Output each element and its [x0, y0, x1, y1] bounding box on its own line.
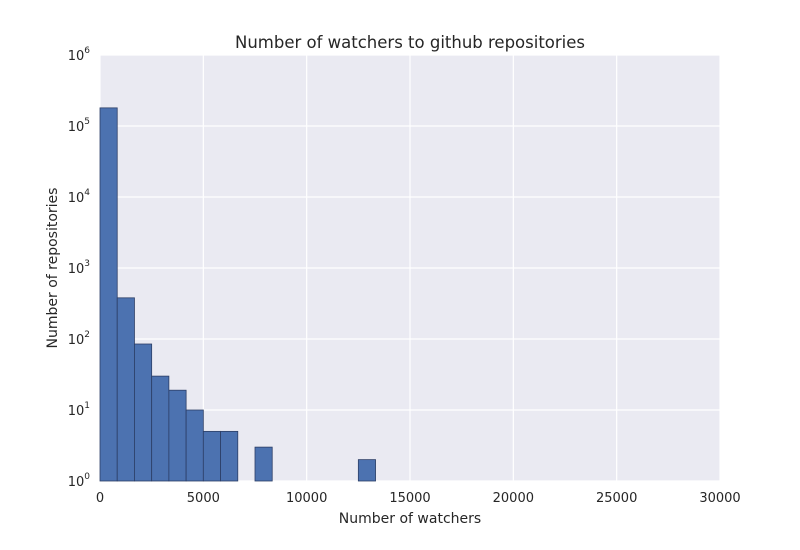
- histogram-bar: [134, 343, 153, 482]
- x-tick-label: 25000: [596, 491, 637, 506]
- y-axis-label: Number of repositories: [45, 188, 61, 349]
- histogram-bar: [202, 430, 221, 482]
- histogram-bar: [168, 389, 187, 482]
- y-tick-base: 10: [68, 333, 85, 348]
- y-tick-exponent: 6: [84, 46, 90, 56]
- x-axis-label: Number of watchers: [339, 511, 481, 527]
- histogram-bar: [185, 409, 204, 482]
- histogram-bar: [116, 297, 135, 482]
- y-tick-label: 105: [68, 117, 90, 135]
- y-tick-label: 106: [68, 46, 91, 64]
- y-tick-exponent: 3: [84, 259, 90, 269]
- y-tick-exponent: 5: [84, 117, 90, 127]
- y-tick-exponent: 0: [84, 472, 90, 482]
- y-tick-label: 101: [68, 401, 90, 419]
- y-tick-base: 10: [68, 191, 85, 206]
- histogram-bar: [254, 446, 273, 482]
- histogram-bar: [151, 375, 170, 482]
- histogram-bar: [99, 107, 118, 482]
- y-tick-exponent: 1: [84, 401, 90, 411]
- histogram-bar: [220, 430, 239, 482]
- x-tick-label: 0: [96, 491, 104, 506]
- y-tick-label: 102: [68, 330, 90, 348]
- chart-title: Number of watchers to github repositorie…: [235, 33, 585, 52]
- histogram-bars: [99, 107, 376, 482]
- y-tick-base: 10: [68, 120, 85, 135]
- y-tick-label: 103: [68, 259, 90, 277]
- x-axis-ticks: 0 5000 10000 15000 20000 25000 30000: [96, 491, 741, 506]
- x-tick-label: 20000: [493, 491, 534, 506]
- x-tick-label: 10000: [286, 491, 327, 506]
- x-tick-label: 5000: [187, 491, 220, 506]
- y-tick-base: 10: [68, 404, 85, 419]
- x-tick-label: 30000: [699, 491, 740, 506]
- y-tick-base: 10: [68, 475, 85, 490]
- y-tick-base: 10: [68, 49, 85, 64]
- y-tick-base: 10: [68, 262, 85, 277]
- y-tick-exponent: 2: [84, 330, 90, 340]
- x-tick-label: 15000: [389, 491, 430, 506]
- y-tick-exponent: 4: [84, 188, 90, 198]
- y-tick-label: 100: [68, 472, 91, 490]
- histogram-bar: [357, 459, 376, 482]
- y-tick-label: 104: [68, 188, 91, 206]
